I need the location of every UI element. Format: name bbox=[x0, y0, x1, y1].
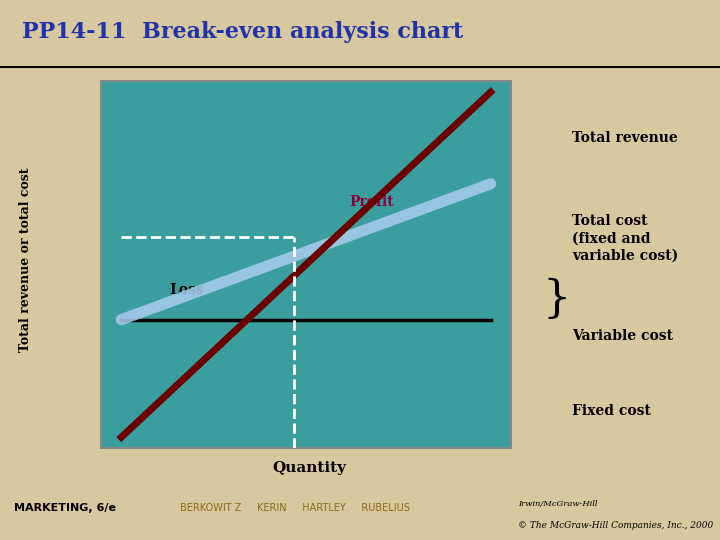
Text: © The McGraw-Hill Companies, Inc., 2000: © The McGraw-Hill Companies, Inc., 2000 bbox=[518, 521, 714, 530]
Text: Variable cost: Variable cost bbox=[572, 328, 673, 342]
Text: Fixed cost: Fixed cost bbox=[572, 404, 652, 418]
Text: Loss: Loss bbox=[170, 284, 204, 298]
Text: Total revenue: Total revenue bbox=[572, 131, 678, 145]
Text: BERKOWIT Z     KERIN     HARTLEY     RUBELIUS: BERKOWIT Z KERIN HARTLEY RUBELIUS bbox=[180, 503, 410, 514]
Text: }: } bbox=[542, 278, 571, 321]
Text: Irwin/McGraw-Hill: Irwin/McGraw-Hill bbox=[518, 500, 598, 508]
Text: MARKETING, 6/e: MARKETING, 6/e bbox=[14, 503, 117, 514]
Text: PP14-11  Break-even analysis chart: PP14-11 Break-even analysis chart bbox=[22, 21, 463, 43]
Text: Total revenue or total cost: Total revenue or total cost bbox=[19, 167, 32, 352]
Text: Profit: Profit bbox=[349, 195, 394, 209]
Text: Total cost
(fixed and
variable cost): Total cost (fixed and variable cost) bbox=[572, 214, 679, 263]
Text: Quantity: Quantity bbox=[273, 461, 346, 475]
